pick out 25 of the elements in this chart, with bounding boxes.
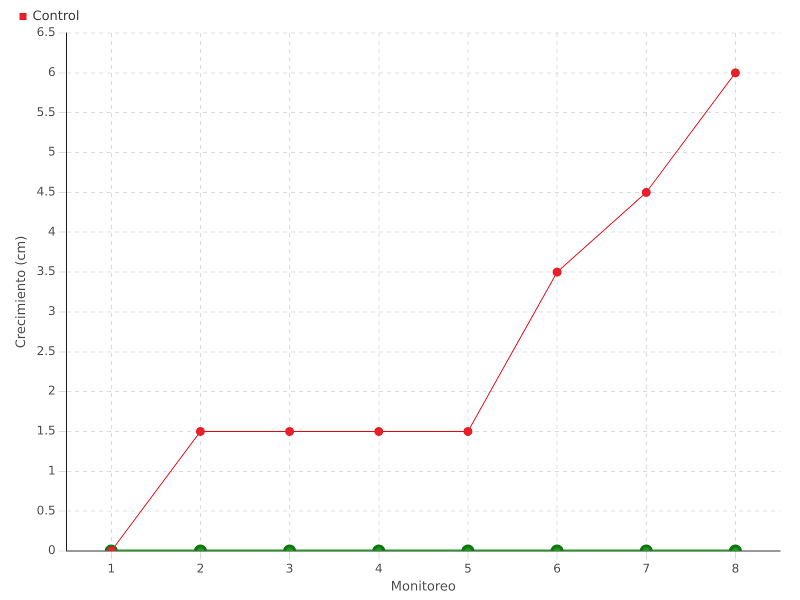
y-tick-label: 2.5	[36, 344, 56, 358]
y-tick-label: 4	[48, 224, 56, 238]
y-tick-label: 6	[48, 64, 56, 79]
x-tick-label: 4	[374, 561, 383, 576]
x-axis-title: Monitoreo	[390, 580, 456, 595]
y-tick-label: 3	[48, 304, 56, 318]
y-tick-label: 5.5	[36, 104, 56, 119]
y-tick-label: 0	[48, 543, 56, 558]
x-tick-label: 1	[107, 561, 116, 576]
y-tick-label: 2	[48, 384, 56, 398]
x-tick-label: 5	[464, 561, 472, 576]
x-tick-label: 2	[196, 561, 204, 576]
x-tick-label: 8	[732, 561, 740, 576]
x-tick-label: 3	[286, 561, 294, 576]
y-tick-label: 6.5	[36, 25, 56, 40]
y-tick-label: 1	[48, 463, 56, 478]
y-tick-label: 0.5	[36, 503, 56, 518]
y-tick-label: 1.5	[36, 424, 56, 438]
y-axis-title: Crecimiento (cm)	[14, 236, 30, 348]
x-tick-label: 7	[642, 561, 650, 576]
y-tick-label: 5	[48, 144, 56, 159]
y-tick-label: 4.5	[36, 184, 56, 199]
y-tick-label: 3.5	[36, 264, 56, 278]
x-tick-label: 6	[553, 561, 561, 576]
legend-label: Control	[32, 8, 80, 24]
